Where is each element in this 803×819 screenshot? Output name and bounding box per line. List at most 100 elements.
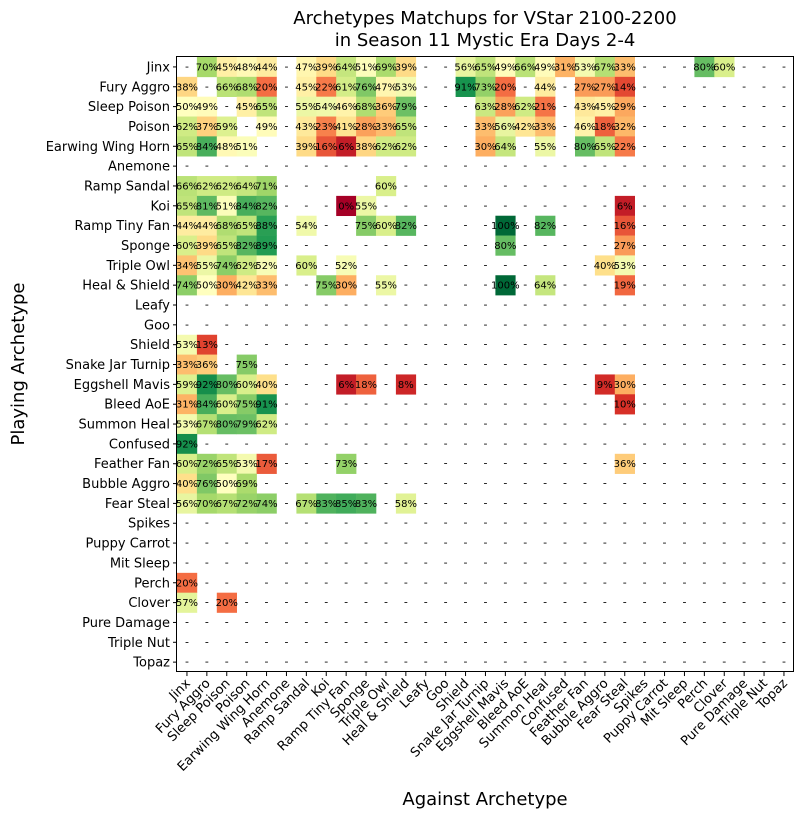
heatmap-cell (177, 136, 198, 157)
heatmap-value-label: 44% (176, 221, 198, 232)
heatmap-value-label: 18% (594, 122, 616, 133)
heatmap-cell (216, 215, 237, 236)
heatmap-missing-label: - (643, 576, 647, 589)
heatmap-missing-label: - (265, 536, 269, 549)
heatmap-missing-label: - (762, 437, 766, 450)
heatmap-value-label: 44% (534, 82, 556, 93)
heatmap-missing-label: - (643, 60, 647, 73)
heatmap-value-label: 51% (216, 201, 238, 212)
heatmap-missing-label: - (782, 119, 786, 132)
heatmap-missing-label: - (543, 179, 547, 192)
heatmap-missing-label: - (205, 516, 209, 529)
x-axis-label: Against Archetype (402, 789, 567, 810)
heatmap-missing-label: - (424, 516, 428, 529)
heatmap-missing-label: - (702, 437, 706, 450)
heatmap-value-label: 48% (216, 142, 238, 153)
heatmap-missing-label: - (663, 179, 667, 192)
heatmap-missing-label: - (284, 358, 288, 371)
heatmap-missing-label: - (762, 139, 766, 152)
heatmap-missing-label: - (682, 596, 686, 609)
heatmap-value-label: 27% (614, 241, 636, 252)
heatmap-value-label: 58% (395, 499, 417, 510)
heatmap-cell (555, 57, 576, 78)
heatmap-cell (177, 215, 198, 236)
heatmap-cell (236, 76, 257, 97)
heatmap-missing-label: - (762, 219, 766, 232)
heatmap-value-label: 48% (236, 62, 258, 73)
heatmap-missing-label: - (464, 278, 468, 291)
heatmap-value-label: 73% (474, 82, 496, 93)
heatmap-missing-label: - (782, 437, 786, 450)
heatmap-value-label: 32% (614, 122, 636, 133)
heatmap-missing-label: - (324, 635, 328, 648)
heatmap-cell (177, 96, 198, 117)
heatmap-missing-label: - (324, 457, 328, 470)
heatmap-missing-label: - (603, 556, 607, 569)
heatmap-cell (236, 235, 257, 256)
heatmap-missing-label: - (464, 139, 468, 152)
heatmap-missing-label: - (603, 278, 607, 291)
heatmap-missing-label: - (603, 596, 607, 609)
heatmap-value-label: 36% (375, 102, 397, 113)
heatmap-cell (535, 57, 556, 78)
heatmap-missing-label: - (404, 457, 408, 470)
heatmap-value-label: 20% (216, 598, 238, 609)
heatmap-missing-label: - (284, 457, 288, 470)
heatmap-value-label: 64% (494, 142, 516, 153)
heatmap-missing-label: - (583, 397, 587, 410)
heatmap-value-label: 91% (454, 82, 476, 93)
heatmap-missing-label: - (563, 635, 567, 648)
heatmap-missing-label: - (742, 298, 746, 311)
heatmap-cell (614, 76, 635, 97)
heatmap-missing-label: - (762, 397, 766, 410)
heatmap-missing-label: - (742, 437, 746, 450)
heatmap-missing-label: - (563, 179, 567, 192)
heatmap-cell (256, 374, 277, 395)
heatmap-missing-label: - (563, 477, 567, 490)
heatmap-missing-label: - (663, 159, 667, 172)
heatmap-missing-label: - (245, 298, 249, 311)
heatmap-value-label: 55% (534, 142, 556, 153)
y-tick-label: Fear Steal (105, 497, 170, 512)
heatmap-missing-label: - (742, 655, 746, 668)
heatmap-cell (256, 76, 277, 97)
heatmap-value-label: 60% (375, 221, 397, 232)
plot-frame (176, 56, 794, 672)
heatmap-cell (336, 57, 357, 78)
heatmap-missing-label: - (682, 139, 686, 152)
heatmap-missing-label: - (444, 437, 448, 450)
heatmap-cell (336, 374, 357, 395)
heatmap-value-label: 42% (236, 281, 258, 292)
heatmap-missing-label: - (424, 477, 428, 490)
heatmap-value-label: 72% (196, 459, 218, 470)
heatmap-missing-label: - (364, 338, 368, 351)
heatmap-missing-label: - (722, 635, 726, 648)
heatmap-missing-label: - (543, 318, 547, 331)
heatmap-value-label: 70% (196, 62, 218, 73)
heatmap-missing-label: - (583, 556, 587, 569)
heatmap-missing-label: - (464, 298, 468, 311)
heatmap-missing-label: - (245, 119, 249, 132)
heatmap-missing-label: - (483, 298, 487, 311)
heatmap-missing-label: - (583, 298, 587, 311)
heatmap-value-label: 22% (315, 82, 337, 93)
heatmap-missing-label: - (344, 238, 348, 251)
heatmap-missing-label: - (643, 100, 647, 113)
heatmap-missing-label: - (722, 238, 726, 251)
heatmap-cell (316, 275, 337, 296)
heatmap-missing-label: - (503, 318, 507, 331)
heatmap-value-label: 75% (236, 360, 258, 371)
heatmap-cell (614, 275, 635, 296)
heatmap-cell (614, 453, 635, 474)
heatmap-missing-label: - (722, 417, 726, 430)
heatmap-missing-label: - (324, 298, 328, 311)
heatmap-missing-label: - (304, 199, 308, 212)
heatmap-missing-label: - (682, 576, 686, 589)
heatmap-missing-label: - (483, 318, 487, 331)
heatmap-missing-label: - (483, 159, 487, 172)
heatmap-missing-label: - (324, 655, 328, 668)
heatmap-missing-label: - (702, 397, 706, 410)
heatmap-missing-label: - (742, 119, 746, 132)
heatmap-missing-label: - (284, 338, 288, 351)
heatmap-missing-label: - (344, 159, 348, 172)
